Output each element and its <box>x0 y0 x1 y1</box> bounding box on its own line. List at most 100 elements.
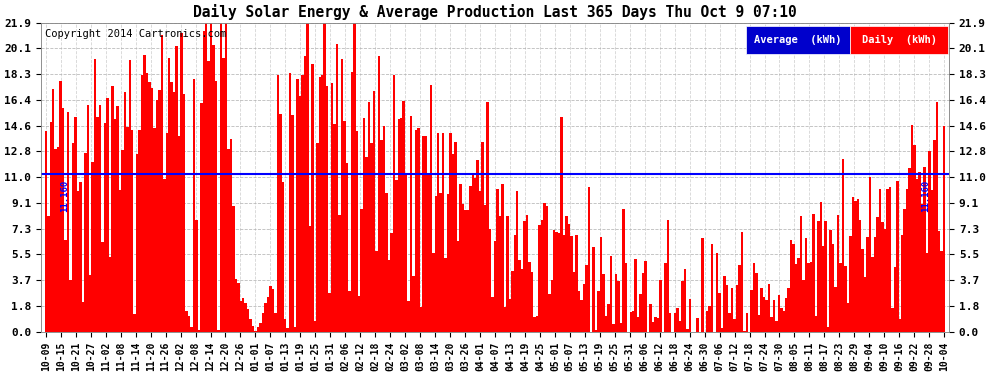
Bar <box>666 220 669 332</box>
Bar <box>45 131 48 332</box>
Bar <box>750 290 753 332</box>
Bar <box>800 216 802 332</box>
Bar <box>570 236 573 332</box>
Bar <box>459 184 461 332</box>
Bar <box>856 199 859 332</box>
Bar <box>940 251 942 332</box>
Bar <box>449 133 451 332</box>
Bar <box>760 288 762 332</box>
Bar <box>787 288 790 332</box>
Bar <box>926 253 929 332</box>
Bar <box>651 322 654 332</box>
Bar <box>494 242 496 332</box>
Bar <box>415 130 417 332</box>
Text: 11.160: 11.160 <box>921 180 931 212</box>
Bar <box>869 177 871 332</box>
Bar <box>163 178 165 332</box>
Bar <box>772 300 775 332</box>
Bar <box>390 233 393 332</box>
Bar <box>281 182 284 332</box>
Bar <box>136 154 139 332</box>
Bar <box>820 202 822 332</box>
Bar <box>245 303 247 332</box>
Bar <box>519 260 521 332</box>
Bar <box>906 189 909 332</box>
Bar <box>729 312 731 332</box>
Bar <box>739 266 741 332</box>
Bar <box>481 142 484 332</box>
Bar <box>314 321 316 332</box>
Bar <box>81 302 84 332</box>
Bar <box>602 274 605 332</box>
Bar <box>491 297 494 332</box>
Bar <box>558 233 560 332</box>
FancyBboxPatch shape <box>745 26 850 54</box>
Bar <box>210 23 213 332</box>
Bar <box>741 232 743 332</box>
Bar <box>724 276 726 332</box>
Bar <box>380 140 383 332</box>
Bar <box>568 224 570 332</box>
Bar <box>420 307 422 332</box>
Bar <box>144 55 146 332</box>
Bar <box>74 117 76 332</box>
Bar <box>587 188 590 332</box>
Bar <box>896 181 899 332</box>
Bar <box>529 262 531 332</box>
Bar <box>548 294 550 332</box>
Bar <box>363 118 365 332</box>
Bar <box>792 243 795 332</box>
Bar <box>398 118 400 332</box>
Bar <box>114 119 116 332</box>
Bar <box>914 145 916 332</box>
Bar <box>190 327 193 332</box>
Bar <box>185 310 188 332</box>
Bar <box>871 257 874 332</box>
Bar <box>237 283 240 332</box>
Bar <box>446 194 449 332</box>
Bar <box>884 229 886 332</box>
Bar <box>582 284 585 332</box>
Bar <box>466 210 469 332</box>
Bar <box>886 189 889 332</box>
Bar <box>815 316 817 332</box>
Bar <box>745 313 748 332</box>
Bar <box>822 246 825 332</box>
Bar <box>929 151 931 332</box>
Bar <box>442 133 445 332</box>
Bar <box>894 267 896 332</box>
Bar <box>200 102 203 332</box>
Bar <box>393 75 395 332</box>
Bar <box>89 274 91 332</box>
Bar <box>84 153 86 332</box>
Bar <box>50 122 52 332</box>
Bar <box>76 191 79 332</box>
Bar <box>319 77 321 332</box>
Bar <box>921 204 924 332</box>
Bar <box>213 45 215 332</box>
Bar <box>676 308 679 332</box>
Bar <box>276 75 279 332</box>
Bar <box>353 23 355 332</box>
Bar <box>499 216 501 332</box>
Bar <box>350 72 353 332</box>
Text: Copyright 2014 Cartronics.com: Copyright 2014 Cartronics.com <box>46 29 227 39</box>
Bar <box>679 321 681 332</box>
Bar <box>373 91 375 332</box>
Bar <box>649 304 651 332</box>
Bar <box>731 288 734 332</box>
Bar <box>341 59 344 332</box>
Bar <box>909 168 911 332</box>
Bar <box>509 299 511 332</box>
Bar <box>215 81 218 332</box>
Title: Daily Solar Energy & Average Production Last 365 Days Thu Oct 9 07:10: Daily Solar Energy & Average Production … <box>193 4 797 20</box>
Bar <box>617 281 620 332</box>
Bar <box>141 75 144 332</box>
Bar <box>516 191 519 332</box>
Bar <box>412 276 415 332</box>
Bar <box>294 327 296 332</box>
Bar <box>827 327 830 332</box>
Bar <box>284 319 286 332</box>
Bar <box>365 157 368 332</box>
Bar <box>451 154 454 332</box>
